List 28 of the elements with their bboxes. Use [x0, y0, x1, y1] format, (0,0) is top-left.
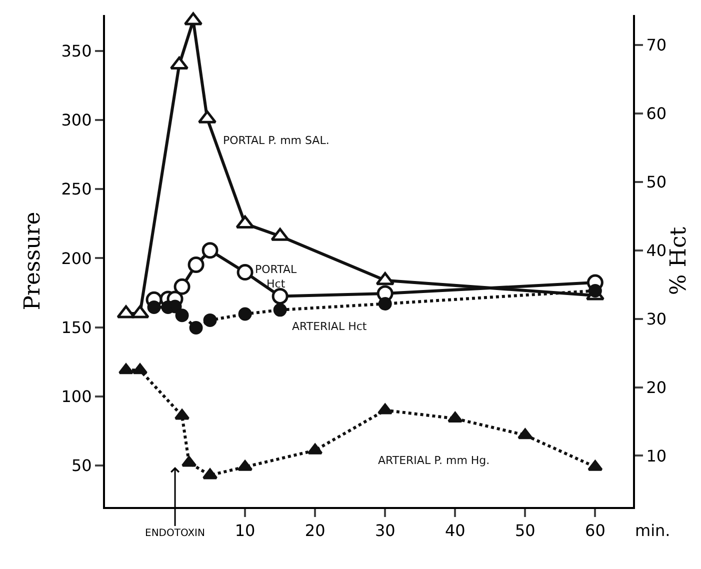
x-tick-label: 40 [444, 521, 466, 540]
x-tick-label: 60 [585, 521, 606, 540]
x-tick-label: 50 [514, 521, 536, 540]
x-tick-label: 20 [304, 521, 326, 540]
y-tick-label: 200 [61, 248, 92, 268]
y-tick-label: 250 [61, 180, 92, 199]
y-tick-label: 350 [61, 42, 92, 61]
y-tick-label: 300 [61, 110, 92, 130]
y2-tick-label: 50 [646, 172, 667, 192]
y-tick-label: 50 [71, 456, 92, 476]
x-tick-label: 30 [374, 521, 396, 540]
text: ARTERIAL P. mm Hg. [378, 454, 490, 467]
y-axis-title: Pressure [20, 212, 46, 310]
y2-tick-label: 40 [646, 240, 667, 260]
y2-tick-label: 70 [646, 36, 667, 55]
y2-tick-label: 10 [646, 446, 667, 466]
y-tick-label: 100 [61, 387, 92, 406]
y2-tick-label: 20 [646, 378, 667, 397]
y2-tick-label: 60 [646, 104, 667, 124]
y2-axis-title: % Hct [666, 226, 692, 296]
y-tick-label: 150 [61, 318, 92, 337]
series-label: PORTAL Hct [255, 263, 298, 290]
x-tick-label: 10 [234, 521, 256, 540]
x-axis-title: min. [635, 521, 670, 540]
series-label: ARTERIAL Hct [292, 320, 368, 333]
ref-line-label: ENDOTOXIN [145, 528, 205, 539]
series-label: PORTAL P. mm SAL. [223, 134, 330, 147]
y2-tick-label: 30 [646, 309, 667, 328]
